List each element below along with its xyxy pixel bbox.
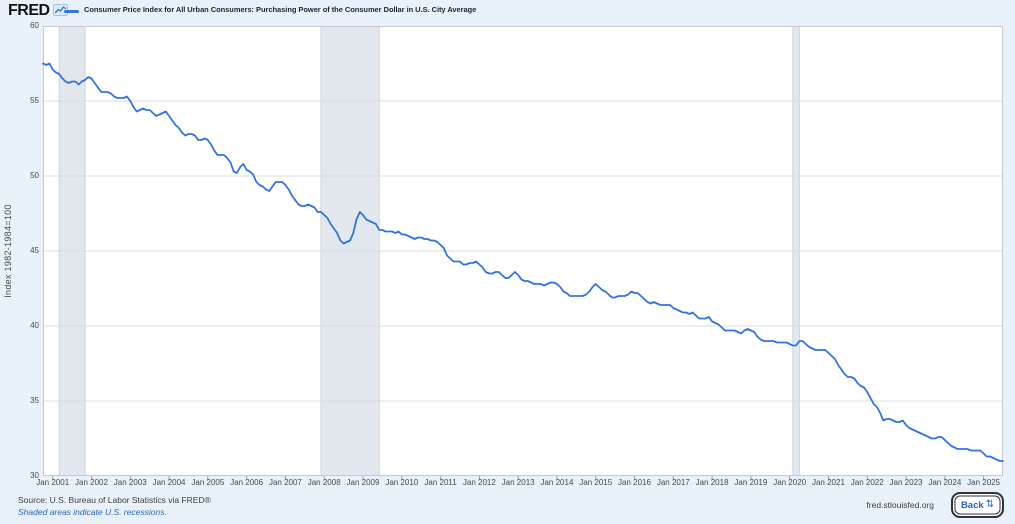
x-tick-label: Jan 2017: [656, 478, 690, 487]
fred-logo: FRED: [8, 1, 68, 21]
x-tick-label: Jan 2003: [113, 478, 147, 487]
x-tick-label: Jan 2018: [695, 478, 729, 487]
x-tick-label: Jan 2015: [579, 478, 613, 487]
y-tick-label: 35: [30, 396, 39, 405]
back-button-label: Back: [960, 499, 984, 511]
chart-title: Consumer Price Index for All Urban Consu…: [84, 5, 477, 14]
x-tick-label: Jan 2004: [152, 478, 186, 487]
x-tick-label: Jan 2002: [75, 478, 108, 487]
x-tick-label: Jan 2025: [967, 478, 1001, 487]
series-legend-line: [64, 10, 79, 13]
source-text: Source: U.S. Bureau of Labor Statistics …: [18, 495, 211, 505]
y-tick-label: 30: [30, 471, 39, 480]
x-tick-label: Jan 2014: [540, 478, 574, 487]
x-tick-label: Jan 2010: [385, 478, 419, 487]
y-tick-label: 45: [30, 246, 39, 255]
y-tick-label: 55: [30, 96, 39, 105]
x-tick-label: Jan 2005: [191, 478, 225, 487]
x-tick-label: Jan 2023: [889, 478, 923, 487]
x-tick-label: Jan 2007: [268, 478, 302, 487]
chart-header: FRED Consumer Price Index for All Urban …: [0, 0, 1015, 24]
x-tick-label: Jan 2024: [928, 478, 962, 487]
x-tick-label: Jan 2012: [462, 478, 496, 487]
recessions-note-link[interactable]: Shaded areas indicate U.S. recessions.: [18, 507, 167, 517]
fred-logo-text: FRED: [8, 2, 50, 19]
x-tick-label: Jan 2020: [773, 478, 807, 487]
y-tick-label: 50: [30, 171, 39, 180]
y-tick-label: 60: [30, 21, 39, 30]
back-button[interactable]: Back ⇅: [951, 492, 1004, 518]
x-tick-label: Jan 2001: [36, 478, 70, 487]
y-tick-label: 40: [30, 321, 39, 330]
x-tick-label: Jan 2011: [424, 478, 457, 487]
x-tick-label: Jan 2008: [307, 478, 341, 487]
x-tick-label: Jan 2016: [618, 478, 651, 487]
up-down-arrows-icon: ⇅: [985, 499, 995, 510]
fred-site-text: fred.stlouisfed.org: [866, 500, 934, 510]
plot-area[interactable]: [42, 26, 1004, 484]
x-tick-label: Jan 2021: [811, 478, 845, 487]
x-tick-label: Jan 2006: [230, 478, 264, 487]
x-tick-label: Jan 2009: [346, 478, 380, 487]
x-tick-label: Jan 2022: [850, 478, 884, 487]
x-tick-label: Jan 2013: [501, 478, 535, 487]
x-tick-label: Jan 2019: [734, 478, 768, 487]
